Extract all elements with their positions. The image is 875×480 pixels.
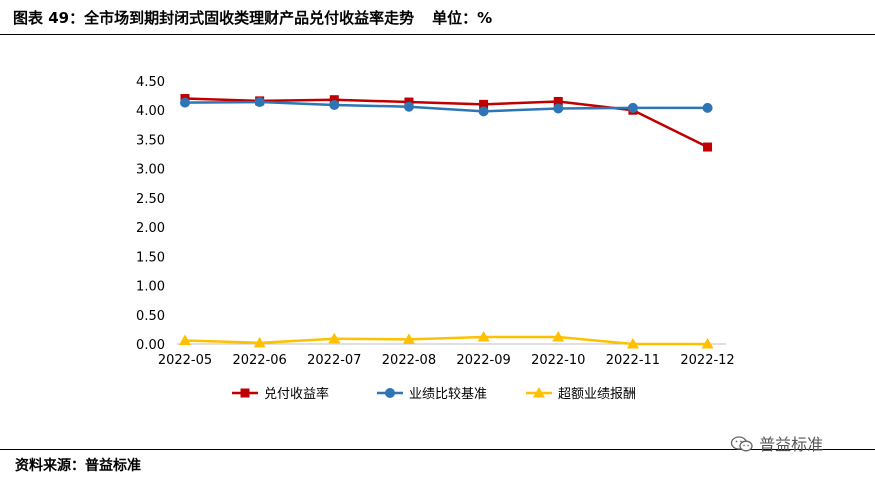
data-point: [479, 99, 489, 109]
series-layer: [179, 94, 714, 349]
unit-label: 单位：%: [432, 9, 493, 27]
data-point: [254, 97, 265, 108]
top-divider: [0, 34, 875, 35]
x-axis: 2022-05 2022-06 2022-07 2022-08 2022-09 2022-…: [158, 343, 735, 368]
data-point: [180, 97, 190, 108]
x-tick-label: 2022-08: [382, 353, 436, 368]
legend: 兑付收益率 业绩比较基准 超额业绩报酬: [232, 386, 636, 402]
x-tick-label: 2022-06: [232, 353, 286, 368]
x-tick-label: 2022-07: [307, 353, 361, 368]
legend-label: 业绩比较基准: [409, 387, 487, 402]
x-tick-label: 2022-10: [531, 353, 585, 368]
x-tick-label: 2022-11: [606, 353, 660, 368]
data-point: [385, 388, 395, 398]
data-point: [553, 96, 563, 106]
y-tick-label: 3.00: [136, 163, 165, 178]
y-tick-label: 0.50: [136, 309, 165, 324]
y-tick-label: 1.50: [136, 250, 165, 265]
data-point: [626, 338, 639, 349]
page-title: 图表 49：全市场到期封闭式固收类理财产品兑付收益率走势 单位：%: [13, 7, 492, 28]
y-tick-label: 4.50: [136, 75, 165, 90]
y-tick-label: 0.00: [136, 338, 165, 353]
source-note: 资料来源：普益标准: [15, 458, 141, 474]
y-tick-label: 2.00: [136, 221, 165, 236]
legend-item: 业绩比较基准: [377, 387, 487, 402]
data-point: [328, 332, 341, 344]
legend-label: 兑付收益率: [264, 386, 329, 402]
wechat-icon: [730, 436, 753, 452]
data-point: [240, 388, 250, 398]
data-point: [552, 330, 565, 342]
chart-title: 图表 49：全市场到期封闭式固收类理财产品兑付收益率走势: [13, 9, 415, 27]
data-point: [329, 99, 340, 110]
data-point: [478, 106, 489, 117]
legend-label: 超额业绩报酬: [558, 387, 636, 402]
data-point: [553, 103, 564, 114]
y-axis: 0.00 0.50 1.00 1.50 2.00 2.50 3.00 3.50 4.00 4.50: [136, 75, 165, 353]
line-chart: 0.00 0.50 1.00 1.50 2.00 2.50 3.00 3.50 4.00 4.50…: [136, 75, 735, 402]
data-point: [533, 387, 545, 398]
data-point: [702, 102, 713, 113]
data-point: [329, 95, 339, 105]
y-tick-label: 4.00: [136, 104, 165, 119]
y-tick-label: 2.50: [136, 192, 165, 207]
legend-item: 超额业绩报酬: [526, 387, 636, 402]
data-point: [402, 333, 415, 344]
data-point: [253, 336, 266, 348]
data-point: [627, 102, 638, 113]
y-tick-label: 3.50: [136, 133, 165, 148]
x-tick-label: 2022-09: [456, 353, 510, 368]
x-tick-label: 2022-05: [158, 353, 212, 368]
y-tick-label: 1.00: [136, 280, 165, 295]
data-point: [701, 338, 714, 349]
legend-item: 兑付收益率: [232, 386, 329, 402]
watermark: 普益标准: [730, 431, 823, 455]
data-point: [179, 334, 191, 345]
series-line: [184, 100, 708, 113]
series-2: [180, 97, 713, 117]
data-point: [703, 142, 713, 152]
data-point: [477, 330, 490, 342]
data-point: [403, 101, 414, 112]
watermark-text: 普益标准: [759, 435, 824, 454]
series-line: [184, 335, 708, 346]
x-tick-label: 2022-12: [680, 353, 734, 368]
series-3: [179, 330, 714, 349]
bottom-divider: [0, 449, 875, 450]
